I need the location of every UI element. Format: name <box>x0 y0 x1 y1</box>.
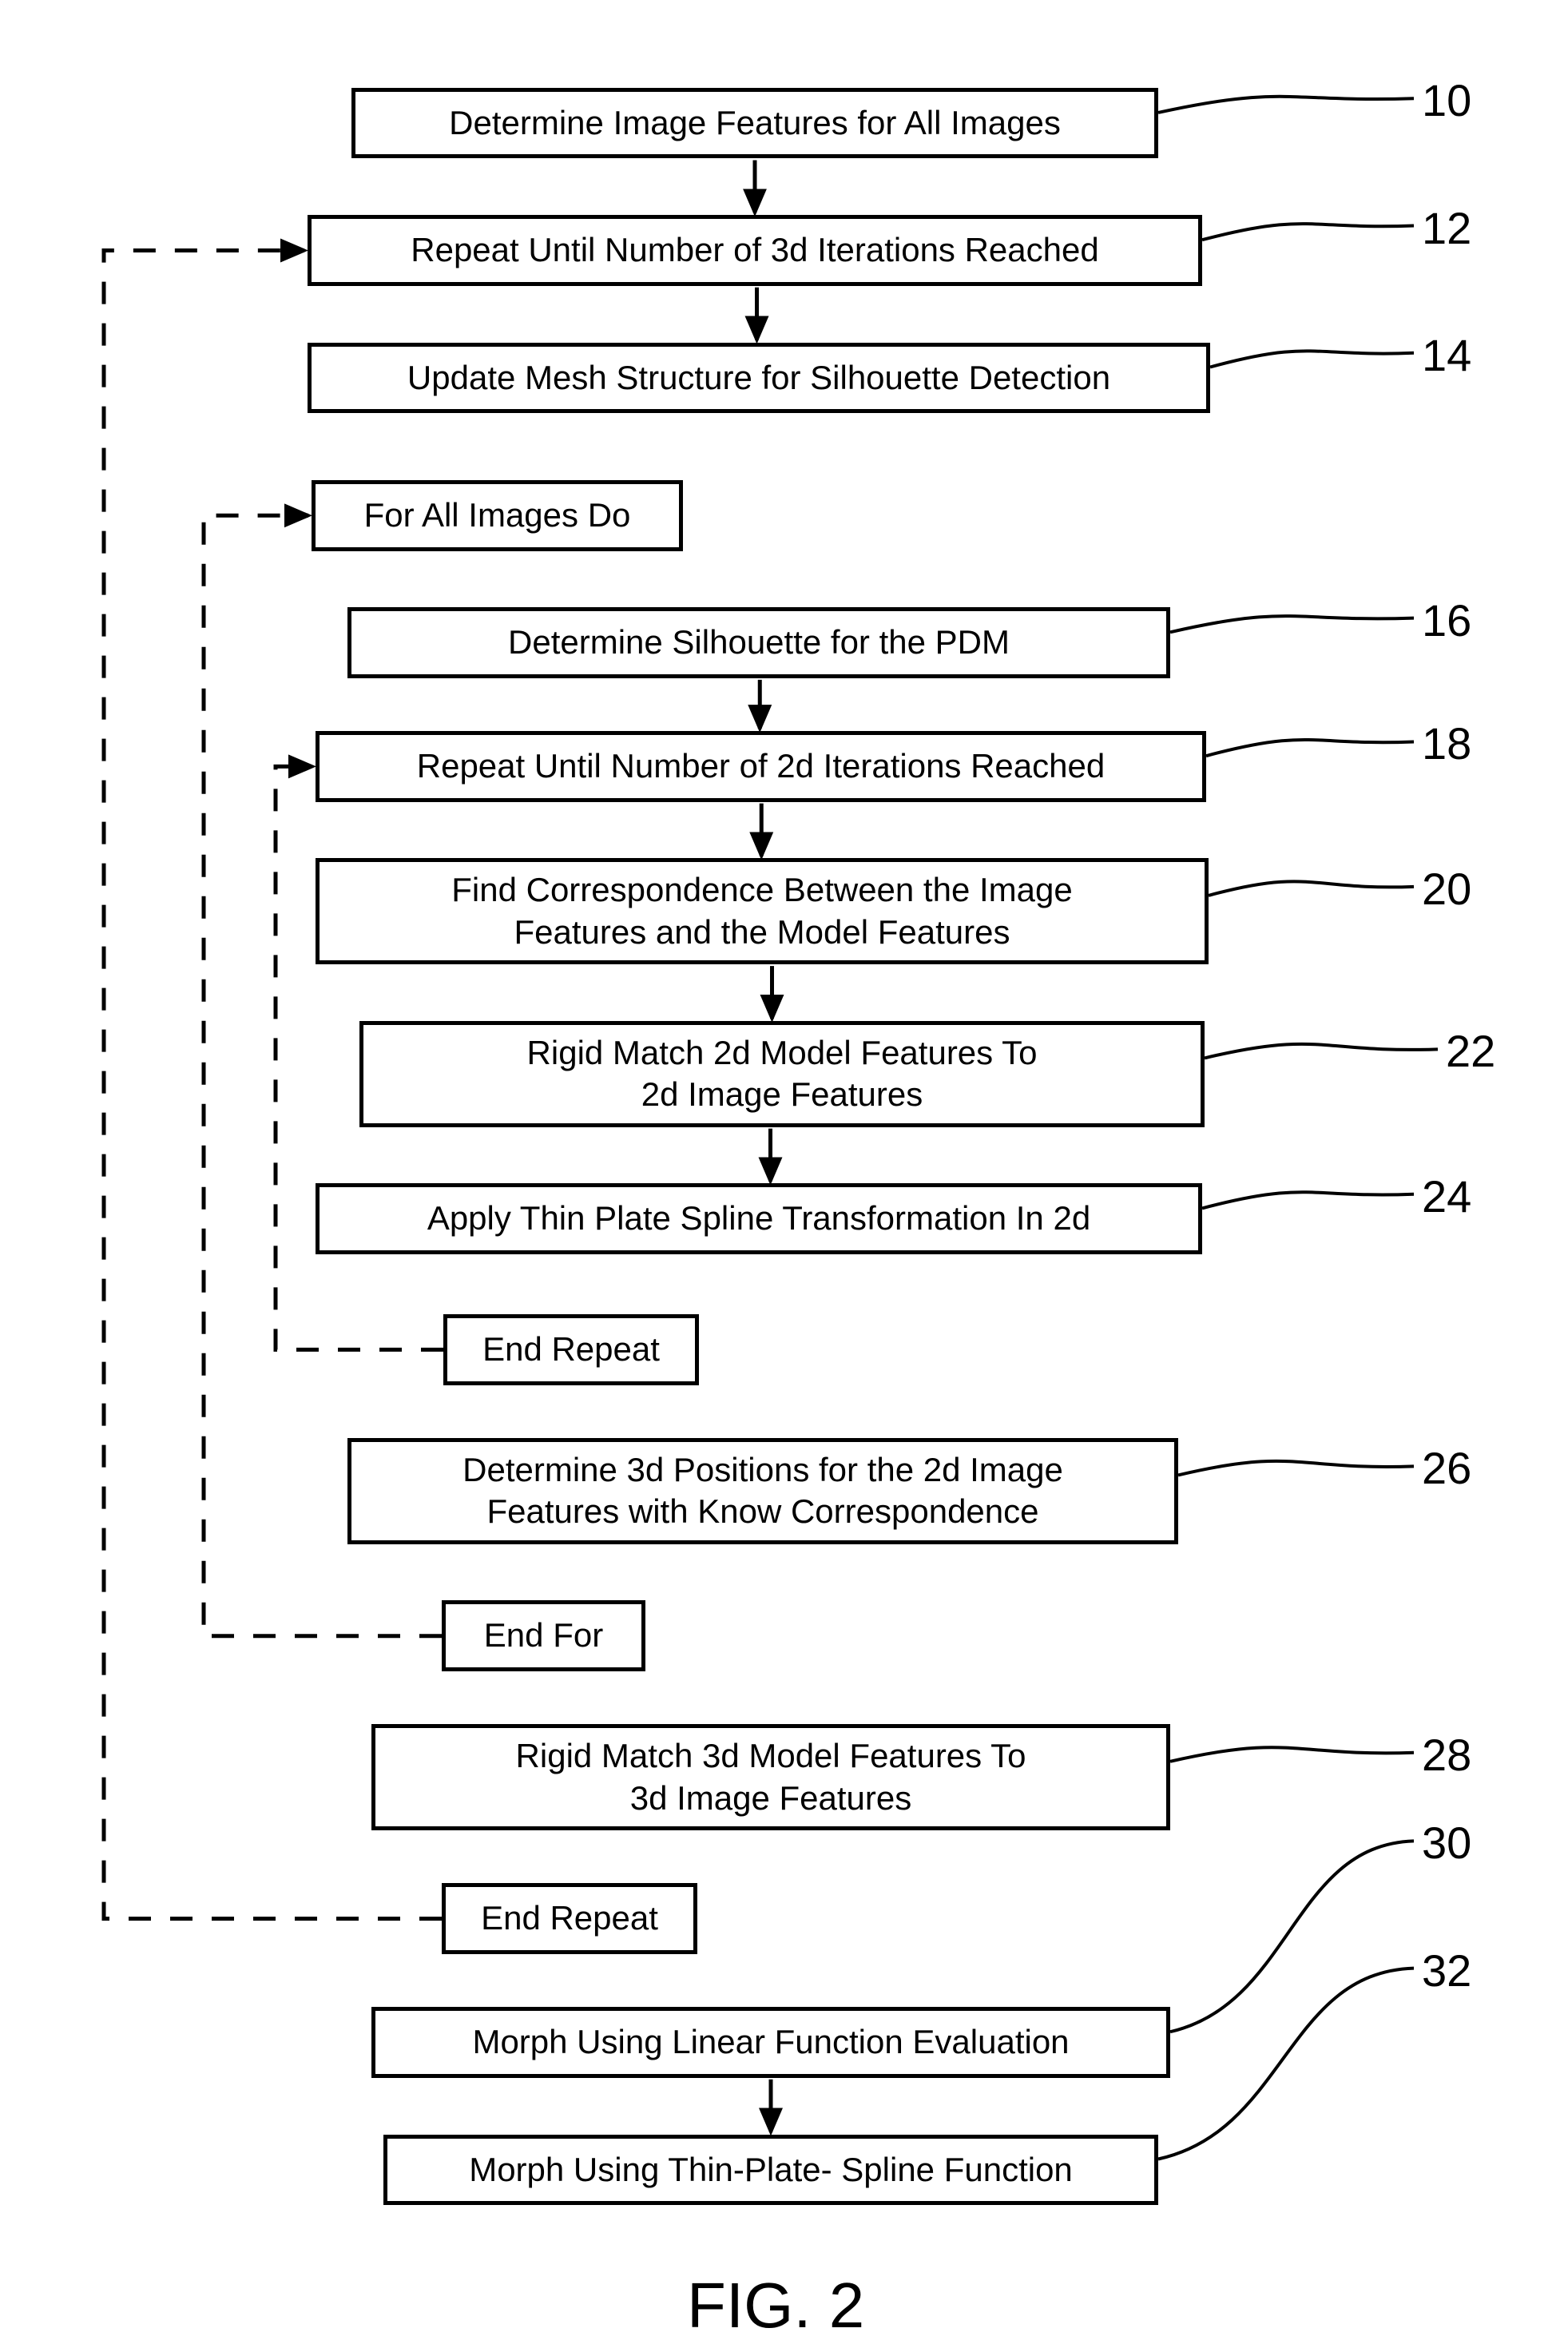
flow-box-text: End Repeat <box>482 1329 660 1371</box>
flow-box-text: End For <box>484 1615 603 1657</box>
flow-box-text: Repeat Until Number of 3d Iterations Rea… <box>411 229 1098 272</box>
flow-box-text: Morph Using Linear Function Evaluation <box>472 2021 1069 2064</box>
flow-box-b20: Find Correspondence Between the Image Fe… <box>316 858 1209 964</box>
flow-box-text: Determine Image Features for All Images <box>449 102 1061 145</box>
flow-box-b26: Determine 3d Positions for the 2d Image … <box>347 1438 1178 1544</box>
flow-box-b32: Morph Using Thin-Plate- Spline Function <box>383 2135 1158 2205</box>
flow-box-b24: Apply Thin Plate Spline Transformation I… <box>316 1183 1202 1253</box>
flow-box-b22: Rigid Match 2d Model Features To 2d Imag… <box>359 1021 1205 1127</box>
flow-box-bEndRep3d: End Repeat <box>442 1883 697 1953</box>
flow-box-text: End Repeat <box>481 1897 658 1940</box>
flow-box-b14: Update Mesh Structure for Silhouette Det… <box>308 343 1210 413</box>
flow-box-bEndFor: End For <box>442 1600 645 1671</box>
flow-box-text: Update Mesh Structure for Silhouette Det… <box>407 357 1110 399</box>
ref-label-12: 12 <box>1422 202 1471 254</box>
flow-box-text: Apply Thin Plate Spline Transformation I… <box>427 1198 1090 1240</box>
ref-label-10: 10 <box>1422 74 1471 126</box>
ref-label-24: 24 <box>1422 1170 1471 1222</box>
ref-label-20: 20 <box>1422 863 1471 915</box>
flow-box-text: Determine 3d Positions for the 2d Image … <box>462 1449 1063 1533</box>
ref-label-26: 26 <box>1422 1442 1471 1494</box>
flow-box-b18: Repeat Until Number of 2d Iterations Rea… <box>316 731 1206 801</box>
flow-box-b10: Determine Image Features for All Images <box>351 88 1158 158</box>
flow-box-text: Repeat Until Number of 2d Iterations Rea… <box>417 745 1105 788</box>
ref-label-18: 18 <box>1422 717 1471 769</box>
flow-box-bForAll: For All Images Do <box>312 480 683 550</box>
ref-label-16: 16 <box>1422 594 1471 646</box>
flow-box-bEndRep2d: End Repeat <box>443 1314 699 1385</box>
figure-label: FIG. 2 <box>687 2269 864 2342</box>
flow-box-text: Find Correspondence Between the Image Fe… <box>451 869 1072 953</box>
flow-box-text: Determine Silhouette for the PDM <box>508 622 1010 664</box>
flow-box-text: Rigid Match 2d Model Features To 2d Imag… <box>527 1032 1038 1116</box>
flow-box-b16: Determine Silhouette for the PDM <box>347 607 1170 677</box>
flowchart-canvas: FIG. 2 Determine Image Features for All … <box>0 0 1568 2352</box>
ref-label-30: 30 <box>1422 1817 1471 1869</box>
flow-box-text: Morph Using Thin-Plate- Spline Function <box>469 2149 1073 2191</box>
flow-box-b30: Morph Using Linear Function Evaluation <box>371 2007 1170 2077</box>
flow-box-text: Rigid Match 3d Model Features To 3d Imag… <box>516 1735 1026 1819</box>
ref-label-28: 28 <box>1422 1729 1471 1781</box>
ref-label-14: 14 <box>1422 329 1471 381</box>
flow-box-b12: Repeat Until Number of 3d Iterations Rea… <box>308 215 1202 285</box>
ref-label-22: 22 <box>1446 1025 1495 1077</box>
flow-box-text: For All Images Do <box>364 495 631 537</box>
ref-label-32: 32 <box>1422 1945 1471 1996</box>
flow-box-b28: Rigid Match 3d Model Features To 3d Imag… <box>371 1724 1170 1830</box>
